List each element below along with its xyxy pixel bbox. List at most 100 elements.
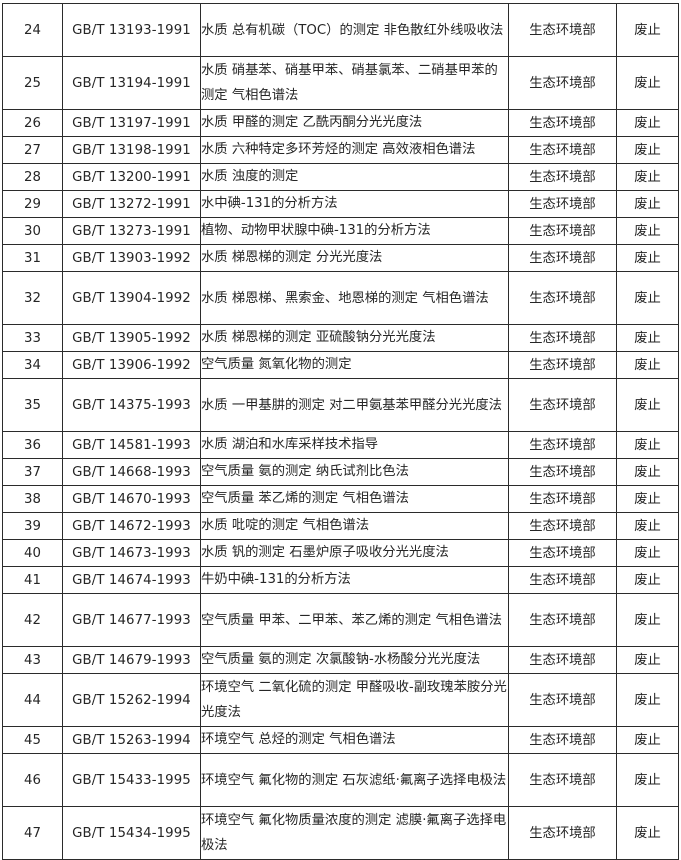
standard-code-cell-text: GB/T 14674-1993	[72, 572, 191, 588]
standard-code-cell: GB/T 13904-1992	[62, 271, 201, 325]
department-cell: 生态环境部	[508, 753, 617, 807]
standard-name-cell-text: 水质 六种特定多环芳烃的测定 高效液相色谱法	[201, 142, 476, 157]
standard-code-cell-text: GB/T 14670-1993	[72, 491, 191, 507]
department-cell-text: 生态环境部	[529, 115, 596, 131]
table-row: 34 GB/T 13906-1992 空气质量 氮氧化物的测定 生态环境部 废止	[2, 351, 679, 379]
standard-code-cell-text: GB/T 15434-1995	[72, 825, 191, 841]
department-cell-text: 生态环境部	[529, 692, 596, 708]
standard-name-cell-text: 植物、动物甲状腺中碘-131的分析方法	[201, 223, 431, 238]
row-number-cell-text: 37	[24, 464, 41, 480]
department-cell: 生态环境部	[508, 673, 617, 727]
standard-name-cell: 空气质量 苯乙烯的测定 气相色谱法	[200, 485, 509, 513]
status-cell-text: 废止	[634, 545, 661, 561]
status-cell: 废止	[616, 646, 679, 674]
standard-name-cell-text: 空气质量 苯乙烯的测定 气相色谱法	[201, 491, 409, 506]
status-cell-text: 废止	[634, 518, 661, 534]
table-row: 42 GB/T 14677-1993 空气质量 甲苯、二甲苯、苯乙烯的测定 气相色谱…	[2, 593, 679, 647]
standard-code-cell-text: GB/T 13197-1991	[72, 115, 191, 131]
department-cell: 生态环境部	[508, 190, 617, 218]
standard-code-cell: GB/T 13903-1992	[62, 244, 201, 272]
table-row: 38 GB/T 14670-1993 空气质量 苯乙烯的测定 气相色谱法 生态环境部 废…	[2, 485, 679, 513]
standard-code-cell-text: GB/T 13903-1992	[72, 250, 191, 266]
standard-code-cell-text: GB/T 14668-1993	[72, 464, 191, 480]
status-cell: 废止	[616, 271, 679, 325]
row-number-cell-text: 40	[24, 545, 41, 561]
standard-code-cell: GB/T 14668-1993	[62, 458, 201, 486]
status-cell-text: 废止	[634, 397, 661, 413]
department-cell-text: 生态环境部	[529, 75, 596, 91]
standard-code-cell: GB/T 13197-1991	[62, 109, 201, 137]
department-cell-text: 生态环境部	[529, 518, 596, 534]
standard-name-cell: 水质 浊度的测定	[200, 163, 509, 191]
status-cell: 废止	[616, 378, 679, 432]
status-cell: 废止	[616, 431, 679, 459]
standard-code-cell-text: GB/T 13906-1992	[72, 357, 191, 373]
status-cell-text: 废止	[634, 169, 661, 185]
table-row: 36 GB/T 14581-1993 水质 湖泊和水库采样技术指导 生态环境部 废止	[2, 431, 679, 459]
standard-name-cell-text: 水中碘-131的分析方法	[201, 196, 338, 211]
row-number-cell: 34	[2, 351, 63, 379]
standard-code-cell-text: GB/T 13193-1991	[72, 22, 191, 38]
status-cell: 废止	[616, 109, 679, 137]
row-number-cell-text: 32	[24, 290, 41, 306]
standard-name-cell: 水质 钒的测定 石墨炉原子吸收分光光度法	[200, 539, 509, 567]
row-number-cell-text: 46	[24, 772, 41, 788]
row-number-cell: 32	[2, 271, 63, 325]
department-cell-text: 生态环境部	[529, 772, 596, 788]
standard-name-cell-text: 水质 一甲基肼的测定 对二甲氨基苯甲醛分光光度法	[201, 397, 502, 413]
row-number-cell: 30	[2, 217, 63, 245]
status-cell-text: 废止	[634, 437, 661, 453]
standard-code-cell-text: GB/T 13272-1991	[72, 196, 191, 212]
status-cell: 废止	[616, 190, 679, 218]
row-number-cell-text: 28	[24, 169, 41, 185]
standard-name-cell-text: 空气质量 氮氧化物的测定	[201, 357, 352, 372]
department-cell: 生态环境部	[508, 726, 617, 754]
table-row: 30 GB/T 13273-1991 植物、动物甲状腺中碘-131的分析方法 生态环境…	[2, 217, 679, 245]
standard-name-cell-text: 水质 梯恩梯的测定 分光光度法	[201, 250, 383, 265]
department-cell: 生态环境部	[508, 485, 617, 513]
standard-name-cell: 植物、动物甲状腺中碘-131的分析方法	[200, 217, 509, 245]
standard-name-cell: 环境空气 二氧化硫的测定 甲醛吸收-副玫瑰苯胺分光光度法	[200, 673, 509, 727]
status-cell: 废止	[616, 351, 679, 379]
row-number-cell: 25	[2, 56, 63, 110]
status-cell: 废止	[616, 806, 679, 860]
row-number-cell: 31	[2, 244, 63, 272]
status-cell-text: 废止	[634, 612, 661, 628]
table-row: 45 GB/T 15263-1994 环境空气 总烃的测定 气相色谱法 生态环境部 废止	[2, 726, 679, 754]
status-cell-text: 废止	[634, 491, 661, 507]
standard-code-cell-text: GB/T 13194-1991	[72, 75, 191, 91]
standard-name-cell: 水质 甲醛的测定 乙酰丙酮分光光度法	[200, 109, 509, 137]
standard-code-cell: GB/T 13273-1991	[62, 217, 201, 245]
table-row: 44 GB/T 15262-1994 环境空气 二氧化硫的测定 甲醛吸收-副玫瑰苯胺…	[2, 673, 679, 727]
department-cell-text: 生态环境部	[529, 732, 596, 748]
department-cell: 生态环境部	[508, 431, 617, 459]
row-number-cell-text: 35	[24, 397, 41, 413]
standard-name-cell-text: 水质 吡啶的测定 气相色谱法	[201, 518, 370, 533]
status-cell-text: 废止	[634, 692, 661, 708]
standard-code-cell: GB/T 13194-1991	[62, 56, 201, 110]
row-number-cell: 36	[2, 431, 63, 459]
row-number-cell-text: 29	[24, 196, 41, 212]
status-cell: 废止	[616, 566, 679, 594]
standard-code-cell-text: GB/T 14581-1993	[72, 437, 191, 453]
department-cell-text: 生态环境部	[529, 652, 596, 668]
department-cell-text: 生态环境部	[529, 22, 596, 38]
row-number-cell-text: 26	[24, 115, 41, 131]
standard-code-cell: GB/T 14677-1993	[62, 593, 201, 647]
standard-name-cell: 水质 六种特定多环芳烃的测定 高效液相色谱法	[200, 136, 509, 164]
standard-code-cell: GB/T 13272-1991	[62, 190, 201, 218]
status-cell: 废止	[616, 726, 679, 754]
status-cell: 废止	[616, 56, 679, 110]
department-cell: 生态环境部	[508, 217, 617, 245]
standard-name-cell: 水质 湖泊和水库采样技术指导	[200, 431, 509, 459]
standard-code-cell: GB/T 15263-1994	[62, 726, 201, 754]
department-cell-text: 生态环境部	[529, 491, 596, 507]
standard-name-cell: 水质 一甲基肼的测定 对二甲氨基苯甲醛分光光度法	[200, 378, 509, 432]
status-cell: 废止	[616, 485, 679, 513]
table-row: 40 GB/T 14673-1993 水质 钒的测定 石墨炉原子吸收分光光度法 生态环…	[2, 539, 679, 567]
department-cell: 生态环境部	[508, 3, 617, 57]
status-cell: 废止	[616, 217, 679, 245]
standard-name-cell-text: 水质 梯恩梯的测定 亚硫酸钠分光光度法	[201, 330, 436, 345]
table-row: 43 GB/T 14679-1993 空气质量 氨的测定 次氯酸钠-水杨酸分光光度法…	[2, 646, 679, 674]
standards-table: 24 GB/T 13193-1991 水质 总有机碳（TOC）的测定 非色散红外线吸…	[2, 3, 679, 860]
